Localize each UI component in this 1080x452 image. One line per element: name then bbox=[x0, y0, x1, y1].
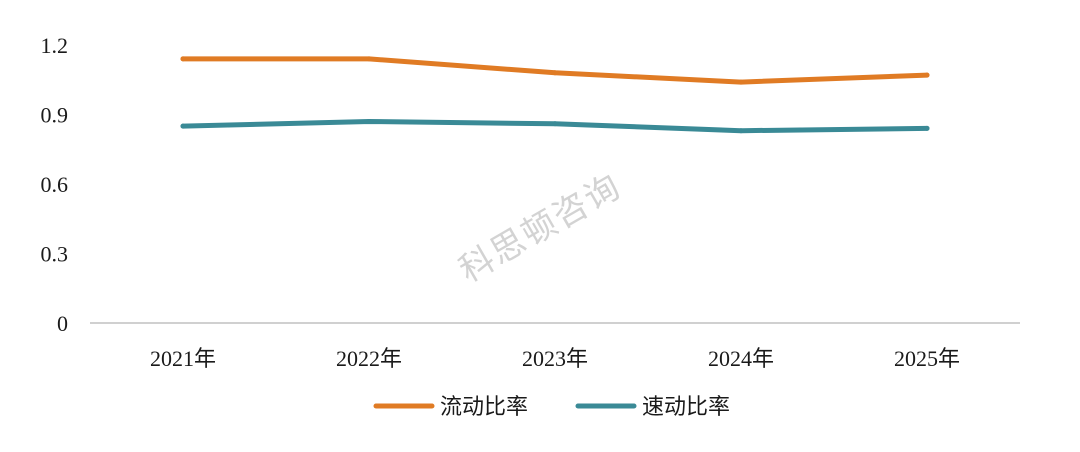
data-point bbox=[180, 123, 186, 129]
y-tick-label: 0.3 bbox=[41, 242, 69, 267]
data-point bbox=[738, 128, 744, 134]
data-point bbox=[552, 121, 558, 127]
legend-label: 速动比率 bbox=[642, 395, 730, 420]
data-point bbox=[366, 56, 372, 62]
x-axis-ticks: 2021年 2022年 2023年 2024年 2025年 bbox=[150, 346, 960, 371]
series-layer bbox=[180, 56, 930, 134]
y-tick-label: 1.2 bbox=[41, 33, 69, 58]
data-point bbox=[924, 72, 930, 78]
watermark-text: 科思顿咨询 bbox=[453, 166, 629, 291]
data-point bbox=[552, 70, 558, 76]
data-point bbox=[924, 125, 930, 131]
x-tick-label: 2021年 bbox=[150, 346, 216, 371]
x-tick-label: 2025年 bbox=[894, 346, 960, 371]
data-point bbox=[738, 79, 744, 85]
x-tick-label: 2024年 bbox=[708, 346, 774, 371]
y-axis-ticks: 1.2 0.9 0.6 0.3 0 bbox=[41, 33, 69, 336]
y-tick-label: 0.9 bbox=[41, 103, 69, 128]
legend: 流动比率 速动比率 bbox=[373, 395, 730, 420]
data-point bbox=[366, 118, 372, 124]
data-point bbox=[180, 56, 186, 62]
y-tick-label: 0 bbox=[57, 311, 68, 336]
x-tick-label: 2023年 bbox=[522, 346, 588, 371]
legend-label: 流动比率 bbox=[440, 395, 528, 420]
y-tick-label: 0.6 bbox=[41, 172, 69, 197]
x-tick-label: 2022年 bbox=[336, 346, 402, 371]
